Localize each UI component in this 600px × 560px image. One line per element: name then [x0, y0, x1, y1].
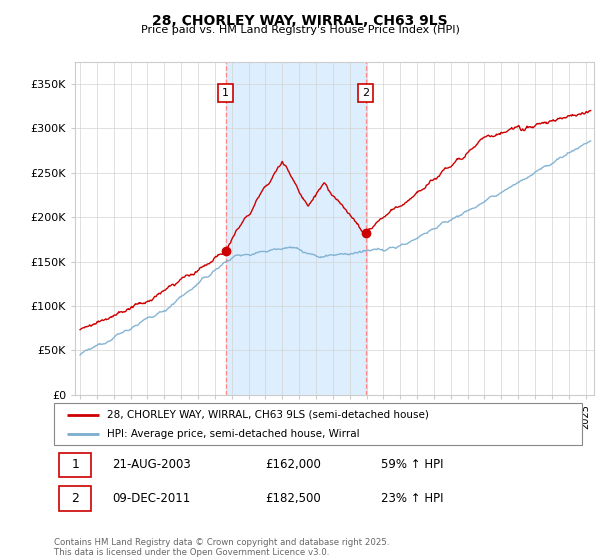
- Bar: [59, 486, 91, 511]
- Text: 21-AUG-2003: 21-AUG-2003: [112, 459, 191, 472]
- Text: £162,000: £162,000: [265, 459, 321, 472]
- Text: 28, CHORLEY WAY, WIRRAL, CH63 9LS: 28, CHORLEY WAY, WIRRAL, CH63 9LS: [152, 14, 448, 28]
- Text: 28, CHORLEY WAY, WIRRAL, CH63 9LS (semi-detached house): 28, CHORLEY WAY, WIRRAL, CH63 9LS (semi-…: [107, 409, 428, 419]
- Text: 23% ↑ HPI: 23% ↑ HPI: [382, 492, 444, 505]
- Bar: [226, 62, 365, 395]
- Text: 59% ↑ HPI: 59% ↑ HPI: [382, 459, 444, 472]
- Text: 2: 2: [71, 492, 79, 505]
- Text: 2: 2: [362, 88, 369, 97]
- Text: 09-DEC-2011: 09-DEC-2011: [112, 492, 190, 505]
- Text: Price paid vs. HM Land Registry's House Price Index (HPI): Price paid vs. HM Land Registry's House …: [140, 25, 460, 35]
- Text: 1: 1: [222, 88, 229, 97]
- Text: £182,500: £182,500: [265, 492, 321, 505]
- Text: 1: 1: [71, 459, 79, 472]
- Text: HPI: Average price, semi-detached house, Wirral: HPI: Average price, semi-detached house,…: [107, 429, 359, 439]
- Text: Contains HM Land Registry data © Crown copyright and database right 2025.
This d: Contains HM Land Registry data © Crown c…: [54, 538, 389, 557]
- Bar: [59, 452, 91, 477]
